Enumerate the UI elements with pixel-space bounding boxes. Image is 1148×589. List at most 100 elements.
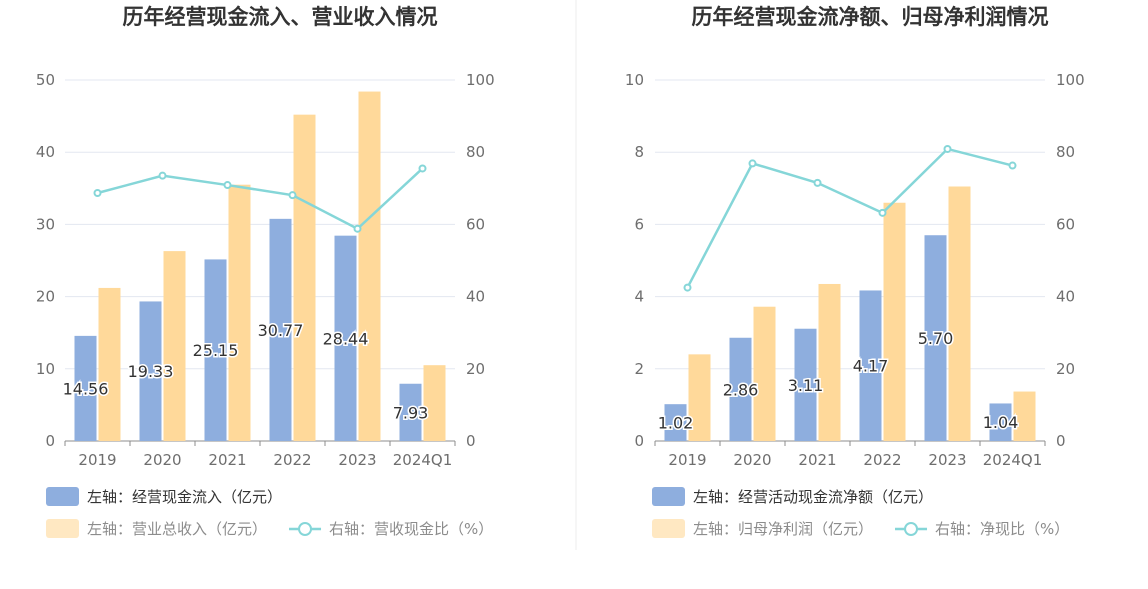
left-axis-tick-label: 0 [45,432,55,450]
left-axis-tick-label: 0 [634,432,644,450]
x-axis-tick-label: 2023 [928,451,966,469]
chart-panel-1: 历年经营现金流入、营业收入情况 0 10 20 30 40 50 0 20 40 60 80 100 20… [36,5,495,538]
bar-data-label: 30.77 [258,321,304,340]
legend-swatch-primary [652,487,685,506]
bar-secondary [228,184,251,441]
right-axis-tick-label: 20 [1056,360,1075,378]
bar-data-label: 25.15 [193,341,239,360]
right-axis-tick-label: 60 [466,215,485,233]
bar-primary [794,328,817,441]
ratio-point [158,171,167,180]
bar-data-label: 4.17 [853,357,889,376]
bar-secondary [948,186,971,441]
ratio-point [943,144,952,153]
ratio-point [878,208,887,217]
bar-data-label: 14.56 [63,379,109,398]
right-axis-tick-label: 60 [1056,215,1075,233]
chart-title: 历年经营现金流入、营业收入情况 [123,5,438,29]
ratio-point [813,178,822,187]
left-axis-tick-label: 8 [634,143,644,161]
bar-data-label: 2.86 [723,380,759,399]
right-axis-tick-label: 80 [1056,143,1075,161]
legend-line-marker [298,522,313,536]
bar-secondary [423,365,446,441]
left-axis-tick-label: 50 [36,71,55,89]
right-axis-tick-label: 40 [466,288,485,306]
left-axis-tick-label: 30 [36,215,55,233]
legend-label-line: 右轴：净现比（%） [935,520,1069,538]
left-axis-tick-label: 10 [36,360,55,378]
x-axis-tick-label: 2020 [733,451,771,469]
chart-title: 历年经营现金流净额、归母净利润情况 [692,5,1049,29]
bar-primary [924,235,947,441]
bar-primary [74,335,97,441]
bar-data-label: 19.33 [128,362,174,381]
chart-panel-2: 历年经营现金流净额、归母净利润情况02468100204060801002019… [625,5,1085,538]
left-axis-tick-label: 2 [634,360,644,378]
bar-primary [139,301,162,441]
left-axis-tick-label: 6 [634,215,644,233]
bar-secondary [1013,391,1036,441]
bar-primary [729,337,752,441]
bar-secondary [98,287,121,441]
legend-label-secondary: 左轴：归母净利润（亿元） [693,520,873,538]
legend-swatch-secondary [652,519,685,538]
bar-secondary [818,283,841,441]
right-axis-tick-label: 40 [1056,288,1075,306]
legend-line-marker [904,522,919,536]
ratio-line [97,167,424,231]
bar-primary [989,403,1012,441]
bar-secondary [883,202,906,441]
ratio-point [683,283,692,292]
bar-primary [859,290,882,441]
ratio-point [748,159,757,168]
ratio-point [223,181,232,190]
x-axis-tick-label: 2021 [208,451,246,469]
ratio-point [353,224,362,233]
x-axis-tick-label: 2021 [798,451,836,469]
x-axis-tick-label: 2019 [668,451,706,469]
bar-data-label: 28.44 [323,329,369,348]
bar-data-label: 3.11 [788,376,824,395]
ratio-point [288,191,297,200]
bar-data-label: 5.70 [918,329,954,348]
right-axis-tick-label: 0 [1056,432,1066,450]
legend-label-secondary: 左轴：营业总收入（亿元） [87,520,267,538]
bar-data-label: 1.04 [983,413,1019,432]
bar-secondary [688,354,711,441]
bar-secondary [163,251,186,441]
bar-primary [204,259,227,441]
legend-swatch-primary [46,487,79,506]
right-axis-tick-label: 100 [466,71,495,89]
bar-primary [334,235,357,441]
right-axis-tick-label: 0 [466,432,476,450]
left-axis-tick-label: 20 [36,288,55,306]
bar-primary [269,218,292,441]
ratio-point [93,188,102,197]
left-axis-tick-label: 4 [634,288,644,306]
legend-label-primary: 左轴：经营活动现金流净额（亿元） [693,488,933,506]
right-axis-tick-label: 80 [466,143,485,161]
bar-secondary [293,114,316,441]
ratio-point [418,164,427,173]
x-axis-tick-label: 2020 [143,451,181,469]
legend-swatch-secondary [46,519,79,538]
left-axis-tick-label: 40 [36,143,55,161]
x-axis-tick-label: 2019 [78,451,116,469]
ratio-point [1008,161,1017,170]
x-axis-tick-label: 2024Q1 [393,451,453,469]
right-axis-tick-label: 100 [1056,71,1085,89]
bar-primary [399,383,422,441]
ratio-line [686,147,1013,289]
bar-data-label: 1.02 [658,414,694,433]
bar-secondary [358,91,381,441]
x-axis-tick-label: 2023 [338,451,376,469]
legend-label-primary: 左轴：经营现金流入（亿元） [87,488,282,506]
x-axis-tick-label: 2024Q1 [983,451,1043,469]
right-axis-tick-label: 20 [466,360,485,378]
left-axis-tick-label: 10 [625,71,644,89]
legend-label-line: 右轴：营收现金比（%） [329,520,493,538]
bar-primary [664,404,687,441]
bar-secondary [753,306,776,441]
